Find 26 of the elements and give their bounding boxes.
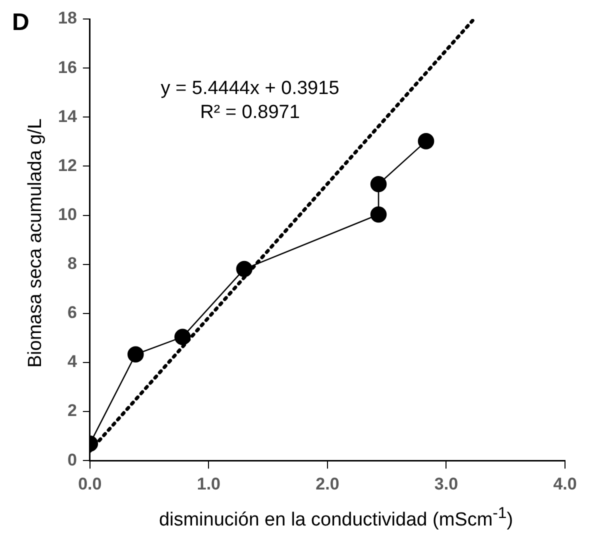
- y-tick-label: 4: [67, 352, 78, 372]
- x-tick-label: 0.0: [78, 474, 102, 494]
- x-tick-label: 2.0: [316, 474, 340, 494]
- y-tick-label: 18: [58, 8, 77, 28]
- point: [174, 328, 191, 346]
- x-tick-label: 3.0: [434, 474, 458, 494]
- y-tick-label: 0: [67, 450, 77, 470]
- point: [370, 206, 387, 223]
- x-tick-label: 1.0: [196, 474, 220, 494]
- y-axis-title: Biomasa seca acumulada g/L: [25, 118, 47, 368]
- y-tick-label: 14: [58, 106, 78, 126]
- y-tick-label: 10: [58, 204, 77, 224]
- point: [236, 260, 252, 278]
- annotation: R² = 0.8971: [200, 102, 300, 124]
- point: [370, 176, 387, 192]
- point: [127, 346, 144, 363]
- y-tick-label: 2: [67, 401, 77, 420]
- x-tick-label: 4.0: [553, 474, 577, 494]
- x-axis-title: disminución en la conductividad (mScm$^{-1}$): [158, 505, 514, 532]
- y-tick-label: 16: [58, 58, 77, 77]
- y-tick-label: 6: [67, 303, 77, 322]
- text: D: [12, 9, 30, 37]
- annotation: y = 5.4444x + 0.3915: [160, 78, 340, 100]
- y-tick-label: 8: [67, 254, 77, 274]
- point: [418, 133, 434, 150]
- y-tick-label: 12: [58, 156, 77, 175]
